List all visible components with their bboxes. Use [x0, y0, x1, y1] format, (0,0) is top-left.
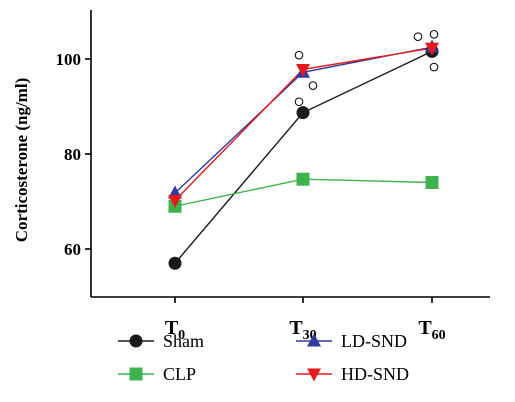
series-markers [168, 39, 439, 270]
legend-marker-sham [129, 334, 143, 348]
legend-marker-clp [129, 367, 143, 381]
legend-item-clp: CLP [118, 364, 196, 384]
data-point-sham-1 [296, 106, 310, 120]
data-point-clp-2 [425, 176, 439, 189]
y-tick-label-100: 100 [56, 50, 82, 69]
legend: Sham LD-SND CLP HD-SND [118, 331, 409, 384]
legend-label-hd-snd: HD-SND [341, 364, 409, 384]
y-tick-label-80: 80 [64, 145, 81, 164]
data-point-hd-snd-2 [425, 42, 439, 56]
x-tick-label-0: T0 [165, 317, 185, 343]
legend-label-sham: Sham [163, 331, 204, 351]
individual-point-4 [429, 30, 439, 39]
individual-point-1 [308, 81, 318, 90]
individual-points [294, 30, 439, 107]
data-point-hd-snd-1 [296, 63, 310, 77]
individual-point-3 [413, 32, 423, 41]
y-tick-label-60: 60 [64, 240, 81, 259]
individual-point-5 [429, 62, 439, 72]
individual-point-2 [294, 97, 304, 107]
individual-point-0 [294, 50, 304, 60]
x-tick-label-2: T60 [418, 317, 445, 343]
legend-label-clp: CLP [163, 364, 196, 384]
data-point-hd-snd-0 [168, 195, 182, 209]
legend-label-ld-snd: LD-SND [341, 331, 407, 351]
legend-item-sham: Sham [118, 331, 204, 351]
data-point-clp-1 [296, 172, 310, 186]
legend-item-hd-snd: HD-SND [296, 364, 409, 384]
legend-marker-hd-snd [307, 368, 321, 382]
y-ticks: 60 80 100 [56, 50, 91, 259]
series-lines [174, 46, 433, 264]
legend-item-ld-snd: LD-SND [296, 331, 407, 351]
x-ticks: T0 T30 T60 [165, 297, 446, 343]
y-axis-label: Corticosterone (ng/ml) [12, 78, 31, 242]
data-point-sham-0 [168, 256, 182, 270]
legend-marker-ld-snd [307, 333, 321, 347]
